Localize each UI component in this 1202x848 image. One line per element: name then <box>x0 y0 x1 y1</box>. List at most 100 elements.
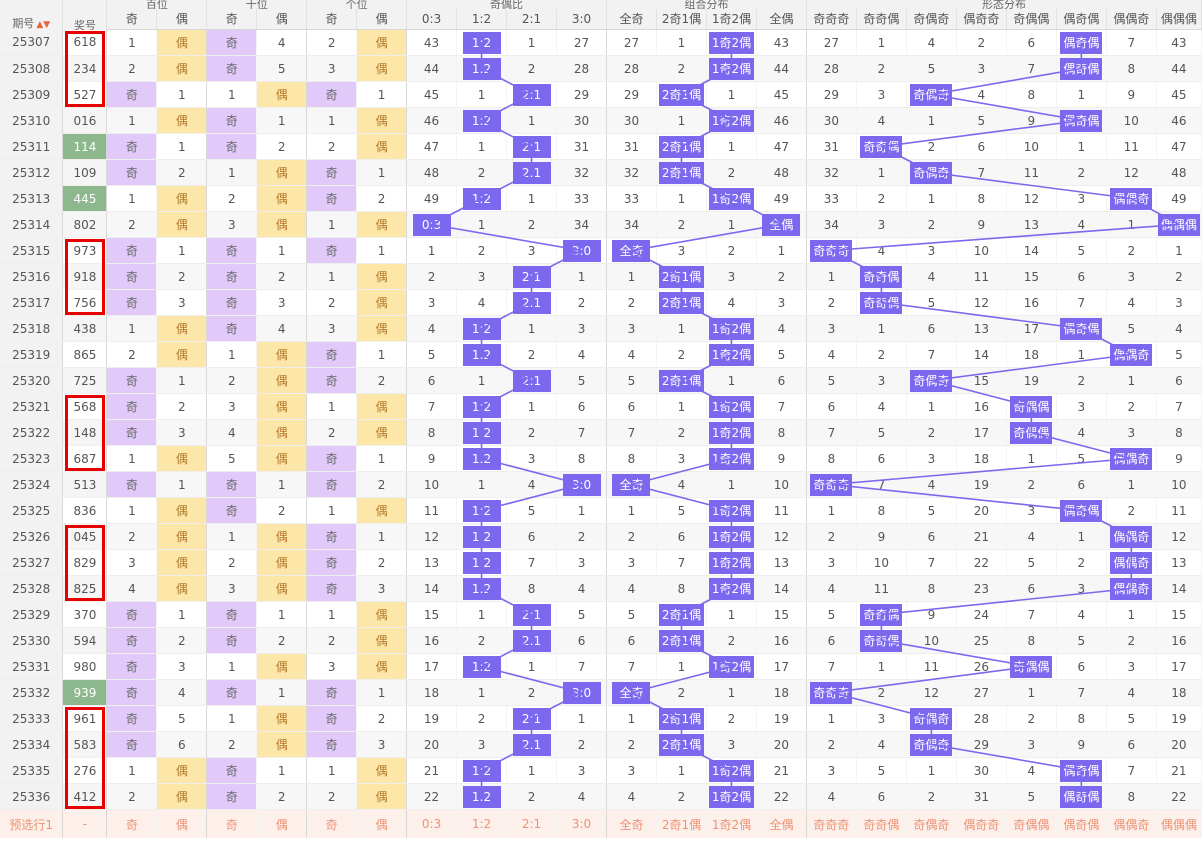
miss-count-cell: 1 <box>906 185 957 212</box>
miss-count-cell: 4 <box>406 315 458 342</box>
prediction-option[interactable]: 2:1 <box>506 809 558 838</box>
hit-marker: 3:0 <box>562 239 601 262</box>
miss-count-cell: 5 <box>256 55 308 82</box>
hit-cell: 1:2 <box>456 185 508 212</box>
miss-count-cell: 4 <box>956 81 1007 108</box>
prediction-option[interactable]: 奇 <box>106 809 158 838</box>
miss-count-cell: 4 <box>1156 315 1202 342</box>
prediction-option[interactable]: 2奇1偶 <box>656 809 707 838</box>
hit-marker: 2奇1偶 <box>658 161 705 184</box>
miss-count-cell: 44 <box>1156 55 1202 82</box>
miss-count-cell: 34 <box>606 211 657 238</box>
prediction-option[interactable]: 奇偶奇 <box>906 809 957 838</box>
miss-count-cell: 30 <box>806 107 857 134</box>
prediction-option[interactable]: 全奇 <box>606 809 657 838</box>
miss-count-cell: 8 <box>806 445 857 472</box>
prediction-option[interactable]: 奇奇偶 <box>856 809 907 838</box>
issue-cell: 25308 <box>0 55 64 82</box>
issue-cell: 25326 <box>0 523 64 550</box>
hit-cell: 1奇2偶 <box>706 497 757 524</box>
miss-count-cell: 1 <box>306 757 358 784</box>
table-row: 25325 836 1 偶奇 2 1 偶 11 1:2 5 1 1 5 1奇2偶 11 1 8 5 20 3 偶奇偶 2 1… <box>0 497 1202 524</box>
miss-count-cell: 5 <box>1056 445 1107 472</box>
miss-count-cell: 21 <box>1156 757 1202 784</box>
hit-cell: 1奇2偶 <box>706 549 757 576</box>
miss-count-cell: 3 <box>556 549 607 576</box>
prediction-option[interactable]: 偶奇奇 <box>956 809 1007 838</box>
prize-number-cell: 865 <box>62 341 108 368</box>
miss-count-cell: 1 <box>456 601 508 628</box>
miss-count-cell: 2 <box>456 159 508 186</box>
miss-count-cell: 3 <box>556 757 607 784</box>
miss-count-cell: 11 <box>1006 159 1057 186</box>
miss-count-cell: 1 <box>106 107 158 134</box>
miss-count-cell: 2 <box>706 627 757 654</box>
miss-count-cell: 7 <box>1106 29 1157 56</box>
miss-count-cell: 5 <box>756 341 807 368</box>
prediction-option[interactable]: 偶 <box>156 809 208 838</box>
prediction-option[interactable]: 偶 <box>256 809 308 838</box>
prediction-option[interactable]: 1奇2偶 <box>706 809 757 838</box>
miss-count-cell: 1 <box>356 445 408 472</box>
issue-header[interactable]: 期号 ▲▼ <box>0 0 64 30</box>
prediction-option[interactable]: 全偶 <box>756 809 807 838</box>
miss-count-cell: 5 <box>156 705 208 732</box>
prediction-option[interactable]: 奇奇奇 <box>806 809 857 838</box>
prediction-option[interactable]: 3:0 <box>556 809 607 838</box>
miss-count-cell: 48 <box>1156 159 1202 186</box>
even-cell: 偶 <box>256 575 308 602</box>
miss-count-cell: 1 <box>906 757 957 784</box>
hit-cell: 1:2 <box>456 653 508 680</box>
hit-cell: 奇奇偶 <box>856 601 907 628</box>
even-cell: 偶 <box>256 341 308 368</box>
prediction-option[interactable]: 1:2 <box>456 809 508 838</box>
sub-header-digit: 奇 <box>106 9 158 30</box>
odd-cell: 奇 <box>206 679 258 706</box>
miss-count-cell: 22 <box>956 549 1007 576</box>
miss-count-cell: 32 <box>606 159 657 186</box>
prediction-option[interactable]: 奇偶偶 <box>1006 809 1057 838</box>
odd-cell: 奇 <box>306 549 358 576</box>
sort-icon[interactable]: ▲▼ <box>36 19 51 30</box>
miss-count-cell: 1 <box>656 107 707 134</box>
prediction-option[interactable]: 奇 <box>206 809 258 838</box>
miss-count-cell: 17 <box>756 653 807 680</box>
miss-count-cell: 25 <box>956 627 1007 654</box>
hit-marker: 奇奇奇 <box>810 473 853 496</box>
prediction-option[interactable]: 奇 <box>306 809 358 838</box>
prediction-option[interactable]: 偶奇偶 <box>1056 809 1107 838</box>
miss-count-cell: 4 <box>806 783 857 810</box>
odd-cell: 奇 <box>206 237 258 264</box>
miss-count-cell: 7 <box>1006 55 1057 82</box>
prediction-row[interactable]: 预选行1- 奇偶奇偶奇偶 0:3 1:2 2:1 3:0 全奇 2奇1偶 1奇2偶 全偶 奇奇奇 奇奇… <box>0 809 1202 838</box>
miss-count-cell: 5 <box>906 289 957 316</box>
table-row: 25322 148 奇 3 4 偶 2 偶 8 1:2 2 7 7 2 1奇2偶 8 7 5 2 17 奇偶偶 4 3 8 <box>0 419 1202 446</box>
odd-cell: 奇 <box>206 29 258 56</box>
hit-marker: 1奇2偶 <box>708 57 755 80</box>
hit-cell: 1奇2偶 <box>706 315 757 342</box>
issue-cell: 25317 <box>0 289 64 316</box>
miss-count-cell: 11 <box>906 653 957 680</box>
prediction-option[interactable]: 偶偶奇 <box>1106 809 1157 838</box>
hit-marker: 1:2 <box>462 759 501 782</box>
group-header-hundreds: 百位 <box>106 0 208 9</box>
miss-count-cell: 1 <box>1106 471 1157 498</box>
prediction-option[interactable]: 0:3 <box>406 809 458 838</box>
miss-count-cell: 6 <box>856 783 907 810</box>
miss-count-cell: 27 <box>606 29 657 56</box>
miss-count-cell: 28 <box>956 705 1007 732</box>
table-row: 25323 687 1 偶 5 偶奇 1 9 1:2 3 8 8 3 1奇2偶 9 8 6 3 18 1 5 偶偶奇 9 <box>0 445 1202 472</box>
miss-count-cell: 6 <box>1006 29 1057 56</box>
miss-count-cell: 17 <box>406 653 458 680</box>
even-cell: 偶 <box>256 393 308 420</box>
miss-count-cell: 9 <box>906 601 957 628</box>
miss-count-cell: 12 <box>406 523 458 550</box>
miss-count-cell: 48 <box>406 159 458 186</box>
miss-count-cell: 2 <box>556 523 607 550</box>
prediction-option[interactable]: 偶偶偶 <box>1156 809 1202 838</box>
miss-count-cell: 1 <box>156 471 208 498</box>
miss-count-cell: 29 <box>956 731 1007 758</box>
prediction-option[interactable]: 偶 <box>356 809 408 838</box>
sub-header-shape: 奇奇偶 <box>856 9 907 30</box>
hit-marker: 1奇2偶 <box>708 317 755 340</box>
